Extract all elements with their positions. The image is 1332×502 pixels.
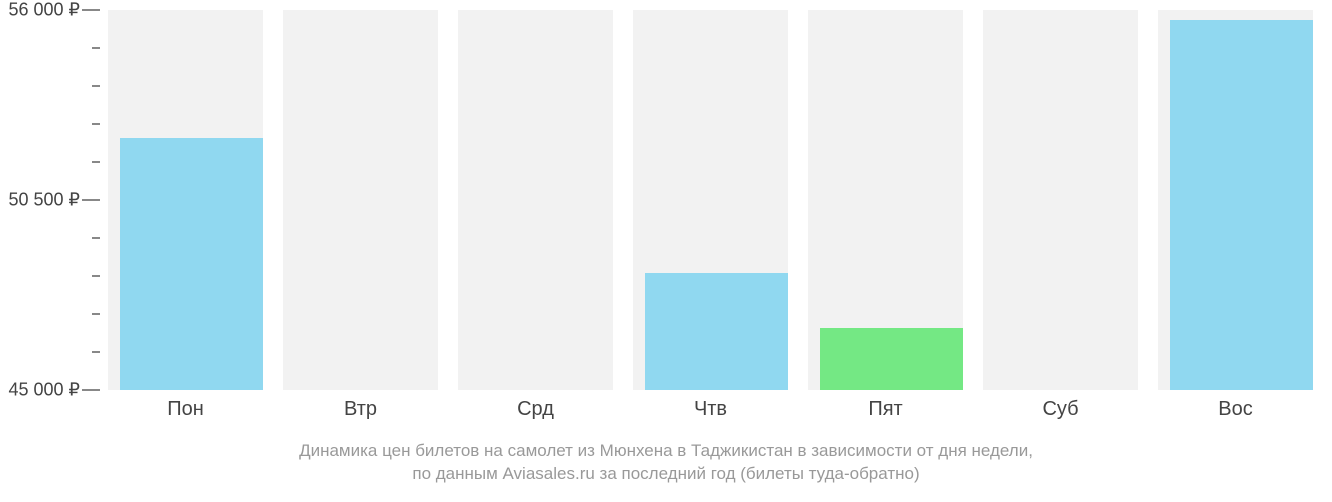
y-tick-label: 50 500 ₽ bbox=[8, 190, 80, 211]
x-tick-label: Вос bbox=[1158, 398, 1313, 421]
chart-column bbox=[633, 10, 788, 390]
column-bg bbox=[458, 10, 613, 390]
y-major-tick bbox=[82, 9, 100, 11]
x-tick-label: Срд bbox=[458, 398, 613, 421]
chart-column bbox=[458, 10, 613, 390]
y-tick-label: 56 000 ₽ bbox=[8, 0, 80, 21]
y-minor-tick bbox=[92, 123, 100, 125]
y-minor-tick bbox=[92, 351, 100, 353]
chart-column bbox=[983, 10, 1138, 390]
y-minor-tick bbox=[92, 275, 100, 277]
x-tick-label: Пят bbox=[808, 398, 963, 421]
x-tick-label: Суб bbox=[983, 398, 1138, 421]
y-major-tick bbox=[82, 199, 100, 201]
caption-line: Динамика цен билетов на самолет из Мюнхе… bbox=[0, 440, 1332, 463]
y-tick-label: 45 000 ₽ bbox=[8, 380, 80, 401]
price-bar bbox=[820, 328, 963, 390]
price-by-weekday-chart: 45 000 ₽50 500 ₽56 000 ₽ ПонВтрСрдЧтвПят… bbox=[0, 0, 1332, 502]
price-bar bbox=[120, 138, 263, 390]
y-minor-tick bbox=[92, 161, 100, 163]
chart-column bbox=[1158, 10, 1313, 390]
x-tick-label: Втр bbox=[283, 398, 438, 421]
y-major-tick bbox=[82, 389, 100, 391]
y-minor-tick bbox=[92, 85, 100, 87]
x-tick-label: Чтв bbox=[633, 398, 788, 421]
caption-line: по данным Aviasales.ru за последний год … bbox=[0, 463, 1332, 486]
y-axis: 45 000 ₽50 500 ₽56 000 ₽ bbox=[0, 10, 100, 390]
price-bar bbox=[1170, 20, 1313, 390]
column-bg bbox=[983, 10, 1138, 390]
column-bg bbox=[283, 10, 438, 390]
chart-caption: Динамика цен билетов на самолет из Мюнхе… bbox=[0, 440, 1332, 486]
x-tick-label: Пон bbox=[108, 398, 263, 421]
y-minor-tick bbox=[92, 47, 100, 49]
y-minor-tick bbox=[92, 237, 100, 239]
chart-column bbox=[283, 10, 438, 390]
chart-column bbox=[808, 10, 963, 390]
price-bar bbox=[645, 273, 788, 390]
y-minor-tick bbox=[92, 313, 100, 315]
chart-column bbox=[108, 10, 263, 390]
